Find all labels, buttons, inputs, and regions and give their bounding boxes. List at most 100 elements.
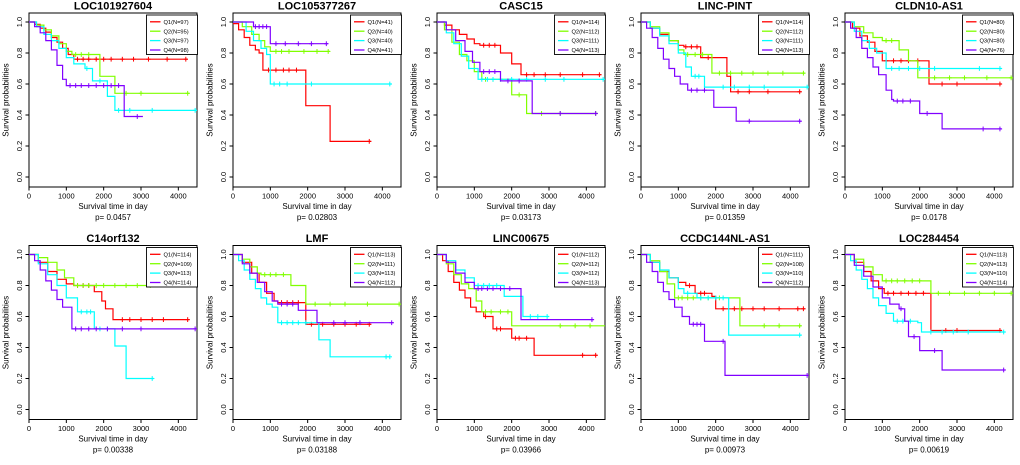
curves-group [233, 253, 401, 360]
x-tick-label: 3000 [133, 192, 150, 201]
x-tick-label: 2000 [707, 424, 724, 433]
y-axis-label: Survival probabilities [206, 63, 215, 136]
y-tick-label: 0.6 [15, 79, 24, 89]
x-tick-label: 0 [435, 192, 439, 201]
plot-frame [232, 245, 402, 420]
panel-title: LOC105377267 [278, 1, 356, 13]
x-tick-label: 2000 [299, 192, 316, 201]
survival-curve-q4 [437, 21, 598, 115]
y-tick-label: 0.4 [15, 110, 24, 120]
x-tick-label: 3000 [745, 424, 762, 433]
x-axis-label: Survival time in day [78, 202, 147, 211]
y-tick-label: 0.4 [423, 342, 432, 352]
p-value-label: p= 0.03173 [501, 213, 542, 222]
x-tick-label: 1000 [58, 424, 75, 433]
y-tick-label: 0.0 [627, 404, 636, 414]
legend-label-q1: Q1(N=80) [980, 20, 1005, 26]
y-tick-label: 0.8 [219, 48, 228, 58]
plot-frame [844, 245, 1014, 420]
y-tick-label: 0.2 [219, 373, 228, 383]
y-tick-label: 0.4 [627, 342, 636, 352]
legend-label-q4: Q4(N=113) [572, 281, 600, 287]
legend-label-q3: Q3(N=111) [776, 39, 804, 45]
x-tick-label: 2000 [707, 192, 724, 201]
p-value-label: p= 0.03188 [297, 446, 338, 455]
y-tick-label: 1.0 [423, 249, 432, 259]
x-axis-label: Survival time in day [486, 435, 555, 444]
legend-label-q2: Q2(N=40) [368, 29, 393, 35]
panel-title: LOC284454 [899, 233, 960, 245]
legend-label-q4: Q4(N=114) [980, 281, 1008, 287]
y-tick-label: 0.4 [831, 110, 840, 120]
survival-curve-q2 [233, 21, 331, 52]
legend-label-q1: Q1(N=112) [572, 252, 600, 258]
legend-label-q4: Q4(N=114) [164, 281, 192, 287]
x-tick-label: 0 [639, 192, 643, 201]
legend-label-q3: Q3(N=113) [368, 271, 396, 277]
y-tick-label: 0.0 [831, 172, 840, 182]
legend-label-q4: Q4(N=113) [776, 48, 804, 54]
plot-frame [640, 12, 810, 188]
y-tick-label: 0.4 [423, 110, 432, 120]
legend-label-q3: Q3(N=110) [980, 271, 1008, 277]
survival-curve-q3 [437, 21, 605, 80]
x-tick-label: 3000 [745, 192, 762, 201]
legend-label-q4: Q4(N=41) [368, 48, 393, 54]
y-tick-label: 1.0 [627, 17, 636, 27]
p-value-label: p= 0.03966 [501, 446, 542, 455]
x-tick-label: 0 [843, 192, 847, 201]
plot-frame [232, 12, 402, 188]
x-tick-label: 3000 [337, 424, 354, 433]
x-tick-label: 1000 [874, 424, 891, 433]
x-tick-label: 2000 [503, 192, 520, 201]
x-tick-label: 3000 [949, 424, 966, 433]
y-axis-label: Survival probabilities [410, 296, 419, 369]
y-tick-label: 0.0 [219, 172, 228, 182]
panel-title: CLDN10-AS1 [895, 1, 963, 13]
y-tick-label: 0.2 [15, 141, 24, 151]
legend-label-q4: Q4(N=112) [368, 281, 396, 287]
x-tick-label: 4000 [782, 424, 799, 433]
panel-title: CCDC144NL-AS1 [680, 233, 770, 245]
legend-label-q4: Q4(N=113) [572, 48, 600, 54]
survival-curve-q1 [437, 253, 598, 356]
survival-curve-q4 [29, 21, 143, 118]
x-axis-label: Survival time in day [690, 435, 759, 444]
y-tick-label: 0.0 [831, 404, 840, 414]
x-tick-label: 4000 [170, 424, 187, 433]
legend-box [350, 14, 402, 55]
y-tick-label: 1.0 [831, 249, 840, 259]
y-tick-label: 0.6 [627, 79, 636, 89]
x-tick-label: 3000 [949, 192, 966, 201]
x-tick-label: 4000 [374, 192, 391, 201]
survival-curve-q3 [641, 253, 802, 336]
x-tick-label: 4000 [170, 192, 187, 201]
survival-curve-q1 [29, 21, 188, 60]
p-value-label: p= 0.00619 [909, 446, 950, 455]
x-tick-label: 4000 [578, 192, 595, 201]
x-tick-label: 4000 [578, 424, 595, 433]
x-tick-label: 2000 [911, 192, 928, 201]
legend-label-q2: Q2(N=113) [980, 262, 1008, 268]
y-tick-label: 0.6 [219, 311, 228, 321]
plot-frame [436, 12, 606, 188]
legend-label-q1: Q1(N=41) [368, 20, 393, 26]
plot-frame [640, 245, 810, 420]
y-tick-label: 0.6 [627, 311, 636, 321]
y-tick-label: 0.2 [219, 141, 228, 151]
y-tick-label: 0.4 [15, 342, 24, 352]
y-axis-label: Survival probabilities [614, 63, 623, 136]
x-tick-label: 1000 [670, 192, 687, 201]
x-tick-label: 0 [639, 424, 643, 433]
y-tick-label: 0.8 [15, 280, 24, 290]
curves-group [845, 21, 1013, 132]
x-axis-label: Survival time in day [282, 202, 351, 211]
km-panel-LOC284454: LOC284454 0.0 0.2 0.4 0.6 0.8 1.0 0 1000 2000 3000… [818, 233, 1014, 455]
y-tick-label: 1.0 [627, 249, 636, 259]
p-value-label: p= 0.0178 [911, 213, 947, 222]
x-tick-label: 4000 [374, 424, 391, 433]
y-tick-label: 0.2 [831, 141, 840, 151]
x-tick-label: 3000 [337, 192, 354, 201]
y-tick-label: 0.8 [219, 280, 228, 290]
